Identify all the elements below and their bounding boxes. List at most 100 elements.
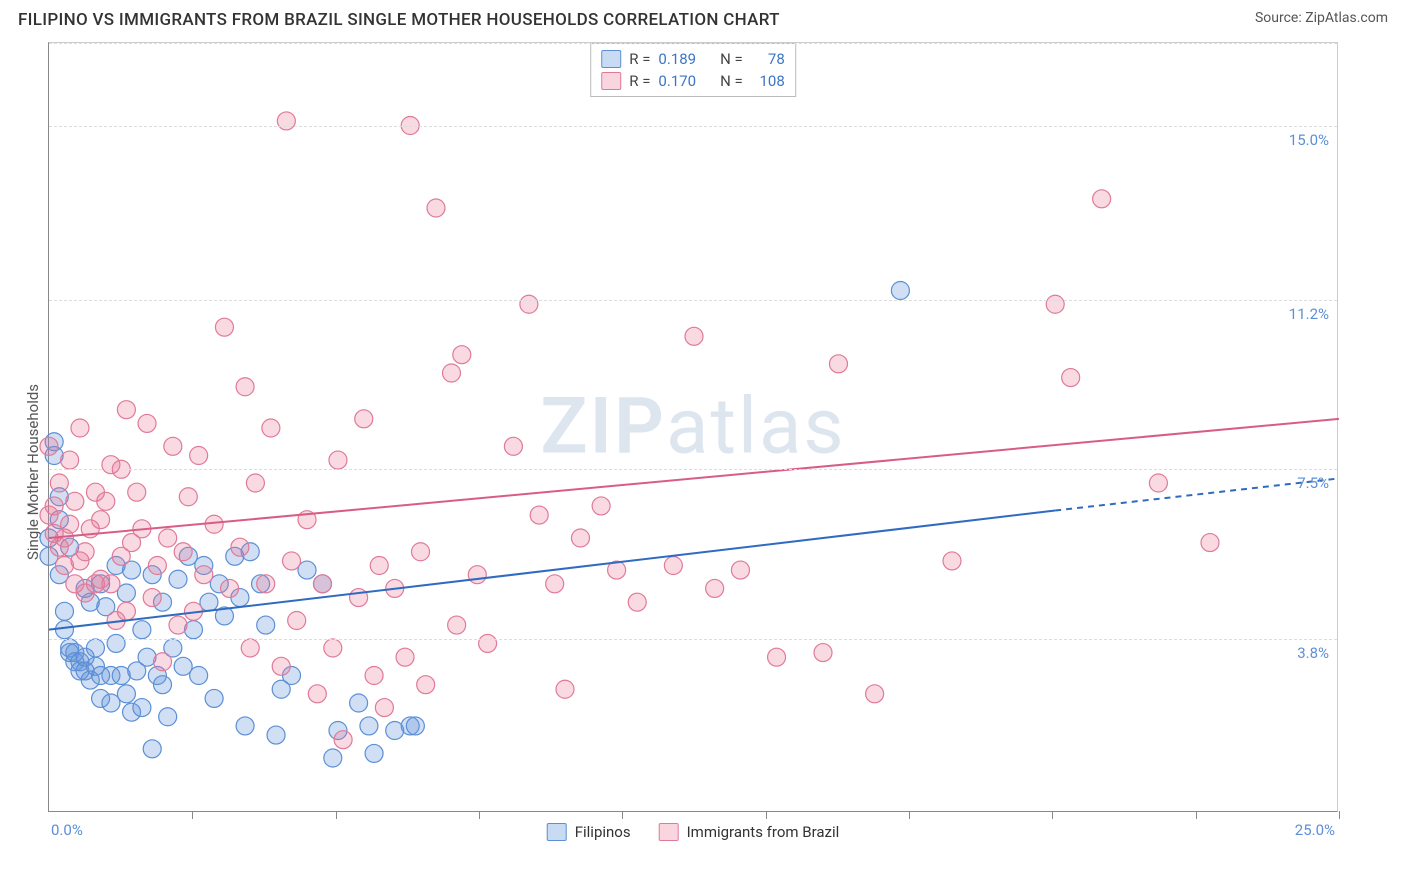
data-point [298, 561, 316, 579]
data-point [66, 492, 84, 510]
data-point [396, 648, 414, 666]
data-point [365, 667, 383, 685]
data-point [164, 437, 182, 455]
x-tick [909, 811, 910, 819]
data-point [190, 667, 208, 685]
data-point [246, 474, 264, 492]
x-tick [1052, 811, 1053, 819]
data-point [283, 552, 301, 570]
data-point [61, 515, 79, 533]
y-axis-label: Single Mother Households [24, 384, 42, 560]
data-point [102, 694, 120, 712]
legend-label: Filipinos [575, 823, 631, 841]
data-point [76, 543, 94, 561]
data-point [277, 112, 295, 130]
legend-swatch-pink [601, 72, 621, 90]
data-point [174, 657, 192, 675]
data-point [215, 318, 233, 336]
data-point [308, 685, 326, 703]
data-point [55, 621, 73, 639]
data-point [571, 529, 589, 547]
gridline [49, 300, 1337, 301]
data-point [442, 364, 460, 382]
chart-svg [49, 43, 1337, 811]
data-point [154, 676, 172, 694]
chart-plot-area: ZIPatlas R = 0.189 N = 78 R = 0.170 N = … [48, 42, 1338, 812]
x-tick [336, 811, 337, 819]
x-tick [1196, 811, 1197, 819]
gridline [49, 639, 1337, 640]
data-point [943, 552, 961, 570]
gridline [49, 469, 1337, 470]
data-point [768, 648, 786, 666]
data-point [231, 538, 249, 556]
data-point [664, 557, 682, 575]
x-axis-min-label: 0.0% [51, 821, 83, 839]
data-point [406, 717, 424, 735]
data-point [92, 511, 110, 529]
y-tick-label: 3.8% [1297, 644, 1329, 662]
data-point [448, 616, 466, 634]
data-point [148, 557, 166, 575]
stats-row-2: R = 0.170 N = 108 [601, 70, 785, 92]
data-point [236, 378, 254, 396]
data-point [159, 529, 177, 547]
data-point [50, 474, 68, 492]
data-point [40, 437, 58, 455]
data-point [1093, 190, 1111, 208]
data-point [257, 575, 275, 593]
data-point [1149, 474, 1167, 492]
data-point [375, 699, 393, 717]
data-point [262, 419, 280, 437]
data-point [205, 689, 223, 707]
legend-swatch-blue [601, 50, 621, 68]
data-point [154, 653, 172, 671]
y-tick-label: 7.5% [1297, 474, 1329, 492]
x-tick [1339, 811, 1340, 819]
data-point [324, 639, 342, 657]
data-point [97, 492, 115, 510]
data-point [117, 401, 135, 419]
data-point [143, 589, 161, 607]
data-point [350, 694, 368, 712]
data-point [891, 282, 909, 300]
data-point [520, 295, 538, 313]
data-point [267, 726, 285, 744]
data-point [468, 566, 486, 584]
data-point [355, 410, 373, 428]
data-point [628, 593, 646, 611]
x-tick [622, 811, 623, 819]
data-point [412, 543, 430, 561]
x-tick [479, 811, 480, 819]
data-point [504, 437, 522, 455]
data-point [107, 634, 125, 652]
data-point [334, 731, 352, 749]
data-point [530, 506, 548, 524]
data-point [1046, 295, 1064, 313]
data-point [365, 744, 383, 762]
series-legend: Filipinos Immigrants from Brazil [547, 823, 840, 841]
trend-line [49, 419, 1339, 538]
data-point [117, 584, 135, 602]
data-point [324, 749, 342, 767]
data-point [592, 497, 610, 515]
y-tick-label: 15.0% [1289, 131, 1329, 149]
data-point [814, 644, 832, 662]
legend-item-brazil: Immigrants from Brazil [659, 823, 840, 841]
x-tick [192, 811, 193, 819]
data-point [169, 616, 187, 634]
data-point [257, 616, 275, 634]
data-point [61, 451, 79, 469]
data-point [1201, 534, 1219, 552]
data-point [329, 451, 347, 469]
data-point [829, 355, 847, 373]
x-axis-max-label: 25.0% [1295, 821, 1335, 839]
data-point [117, 685, 135, 703]
data-point [159, 708, 177, 726]
data-point [55, 602, 73, 620]
data-point [479, 634, 497, 652]
data-point [195, 566, 213, 584]
data-point [370, 557, 388, 575]
chart-title: FILIPINO VS IMMIGRANTS FROM BRAZIL SINGL… [18, 10, 780, 30]
stats-row-1: R = 0.189 N = 78 [601, 48, 785, 70]
